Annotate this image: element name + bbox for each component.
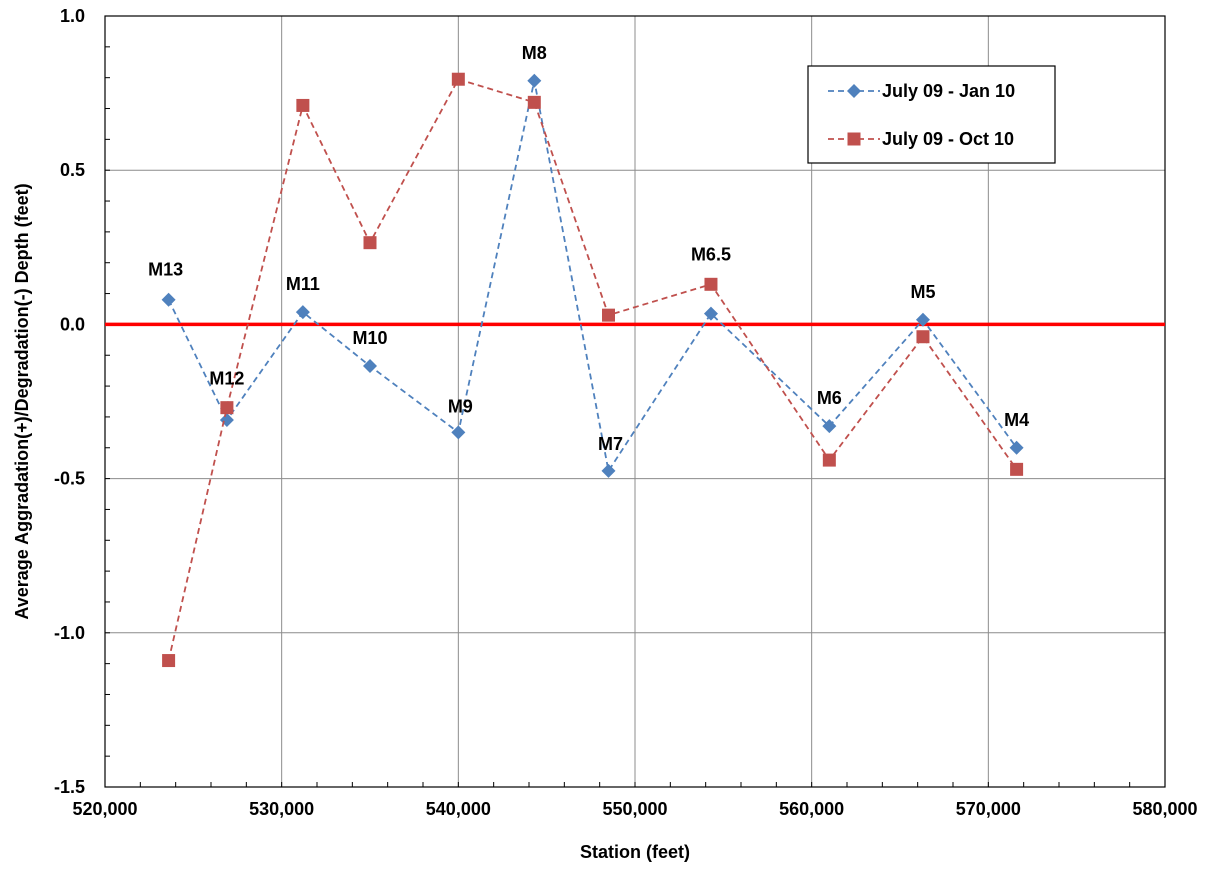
data-point: [363, 236, 377, 250]
data-point: [822, 453, 836, 467]
legend: July 09 - Jan 10 July 09 - Oct 10: [807, 65, 1056, 164]
legend-label: July 09 - Jan 10: [882, 81, 1015, 101]
data-point: [601, 463, 616, 478]
point-label: M11: [286, 274, 320, 294]
data-point: [451, 72, 465, 86]
series-1: [161, 73, 1024, 478]
x-tick-label: 530,000: [249, 799, 314, 819]
legend-label: July 09 - Oct 10: [882, 129, 1014, 149]
data-point: [916, 330, 930, 344]
annotation-layer: M13 M12 M11 M10 M9 M8 M7 M6.5 M6 M5 M4: [148, 43, 1029, 454]
data-point: [822, 419, 837, 434]
y-tick-label: 1.0: [60, 6, 85, 26]
series-line: [167, 78, 1018, 661]
point-label: M6: [817, 388, 842, 408]
legend-item-2: July 09 - Oct 10: [828, 129, 1014, 149]
data-point: [527, 95, 541, 109]
x-tick-label: 560,000: [779, 799, 844, 819]
legend-marker: [847, 132, 861, 146]
point-label: M6.5: [691, 244, 731, 264]
data-point: [363, 359, 377, 374]
data-point: [527, 73, 542, 88]
x-tick-label: 550,000: [602, 799, 667, 819]
data-point: [451, 425, 466, 440]
data-point: [704, 277, 718, 291]
point-label: M4: [1004, 410, 1029, 430]
legend-box: [807, 65, 1056, 164]
data-point: [703, 306, 718, 321]
data-point: [1010, 462, 1024, 476]
point-label: M13: [148, 260, 183, 280]
point-label: M7: [598, 434, 623, 454]
y-tick-label: -1.0: [54, 623, 85, 643]
data-point: [161, 292, 176, 307]
x-tick-label: 520,000: [72, 799, 137, 819]
data-point: [915, 312, 930, 327]
y-tick-label: -1.5: [54, 777, 85, 797]
y-tick-label: 0.5: [60, 160, 85, 180]
data-point: [1009, 440, 1024, 455]
y-tick-label: -0.5: [54, 469, 85, 489]
data-point: [602, 308, 615, 322]
x-tick-label: 540,000: [426, 799, 491, 819]
x-tick-label: 580,000: [1132, 799, 1197, 819]
y-tick-label: 0.0: [60, 314, 85, 334]
point-label: M9: [448, 396, 473, 416]
data-point: [220, 401, 234, 415]
y-axis-title: Average Aggradation(+)/Degradation(-) De…: [12, 183, 32, 619]
legend-marker: [847, 84, 861, 98]
data-point: [219, 413, 234, 428]
axis-layer: 520,000 530,000 540,000 550,000 560,000 570,0…: [54, 6, 1198, 819]
legend-item-1: July 09 - Jan 10: [828, 81, 1015, 101]
point-label: M5: [910, 282, 935, 302]
plot-area-border: [104, 15, 1166, 788]
series-2: [162, 72, 1024, 668]
x-tick-label: 570,000: [956, 799, 1021, 819]
data-point: [162, 654, 176, 668]
x-axis-title: Station (feet): [580, 842, 690, 862]
series-layer: [161, 72, 1024, 668]
point-label: M8: [522, 43, 547, 63]
data-point: [295, 305, 310, 320]
point-label: M10: [352, 328, 387, 348]
point-label: M12: [209, 369, 244, 389]
data-point: [296, 98, 310, 112]
